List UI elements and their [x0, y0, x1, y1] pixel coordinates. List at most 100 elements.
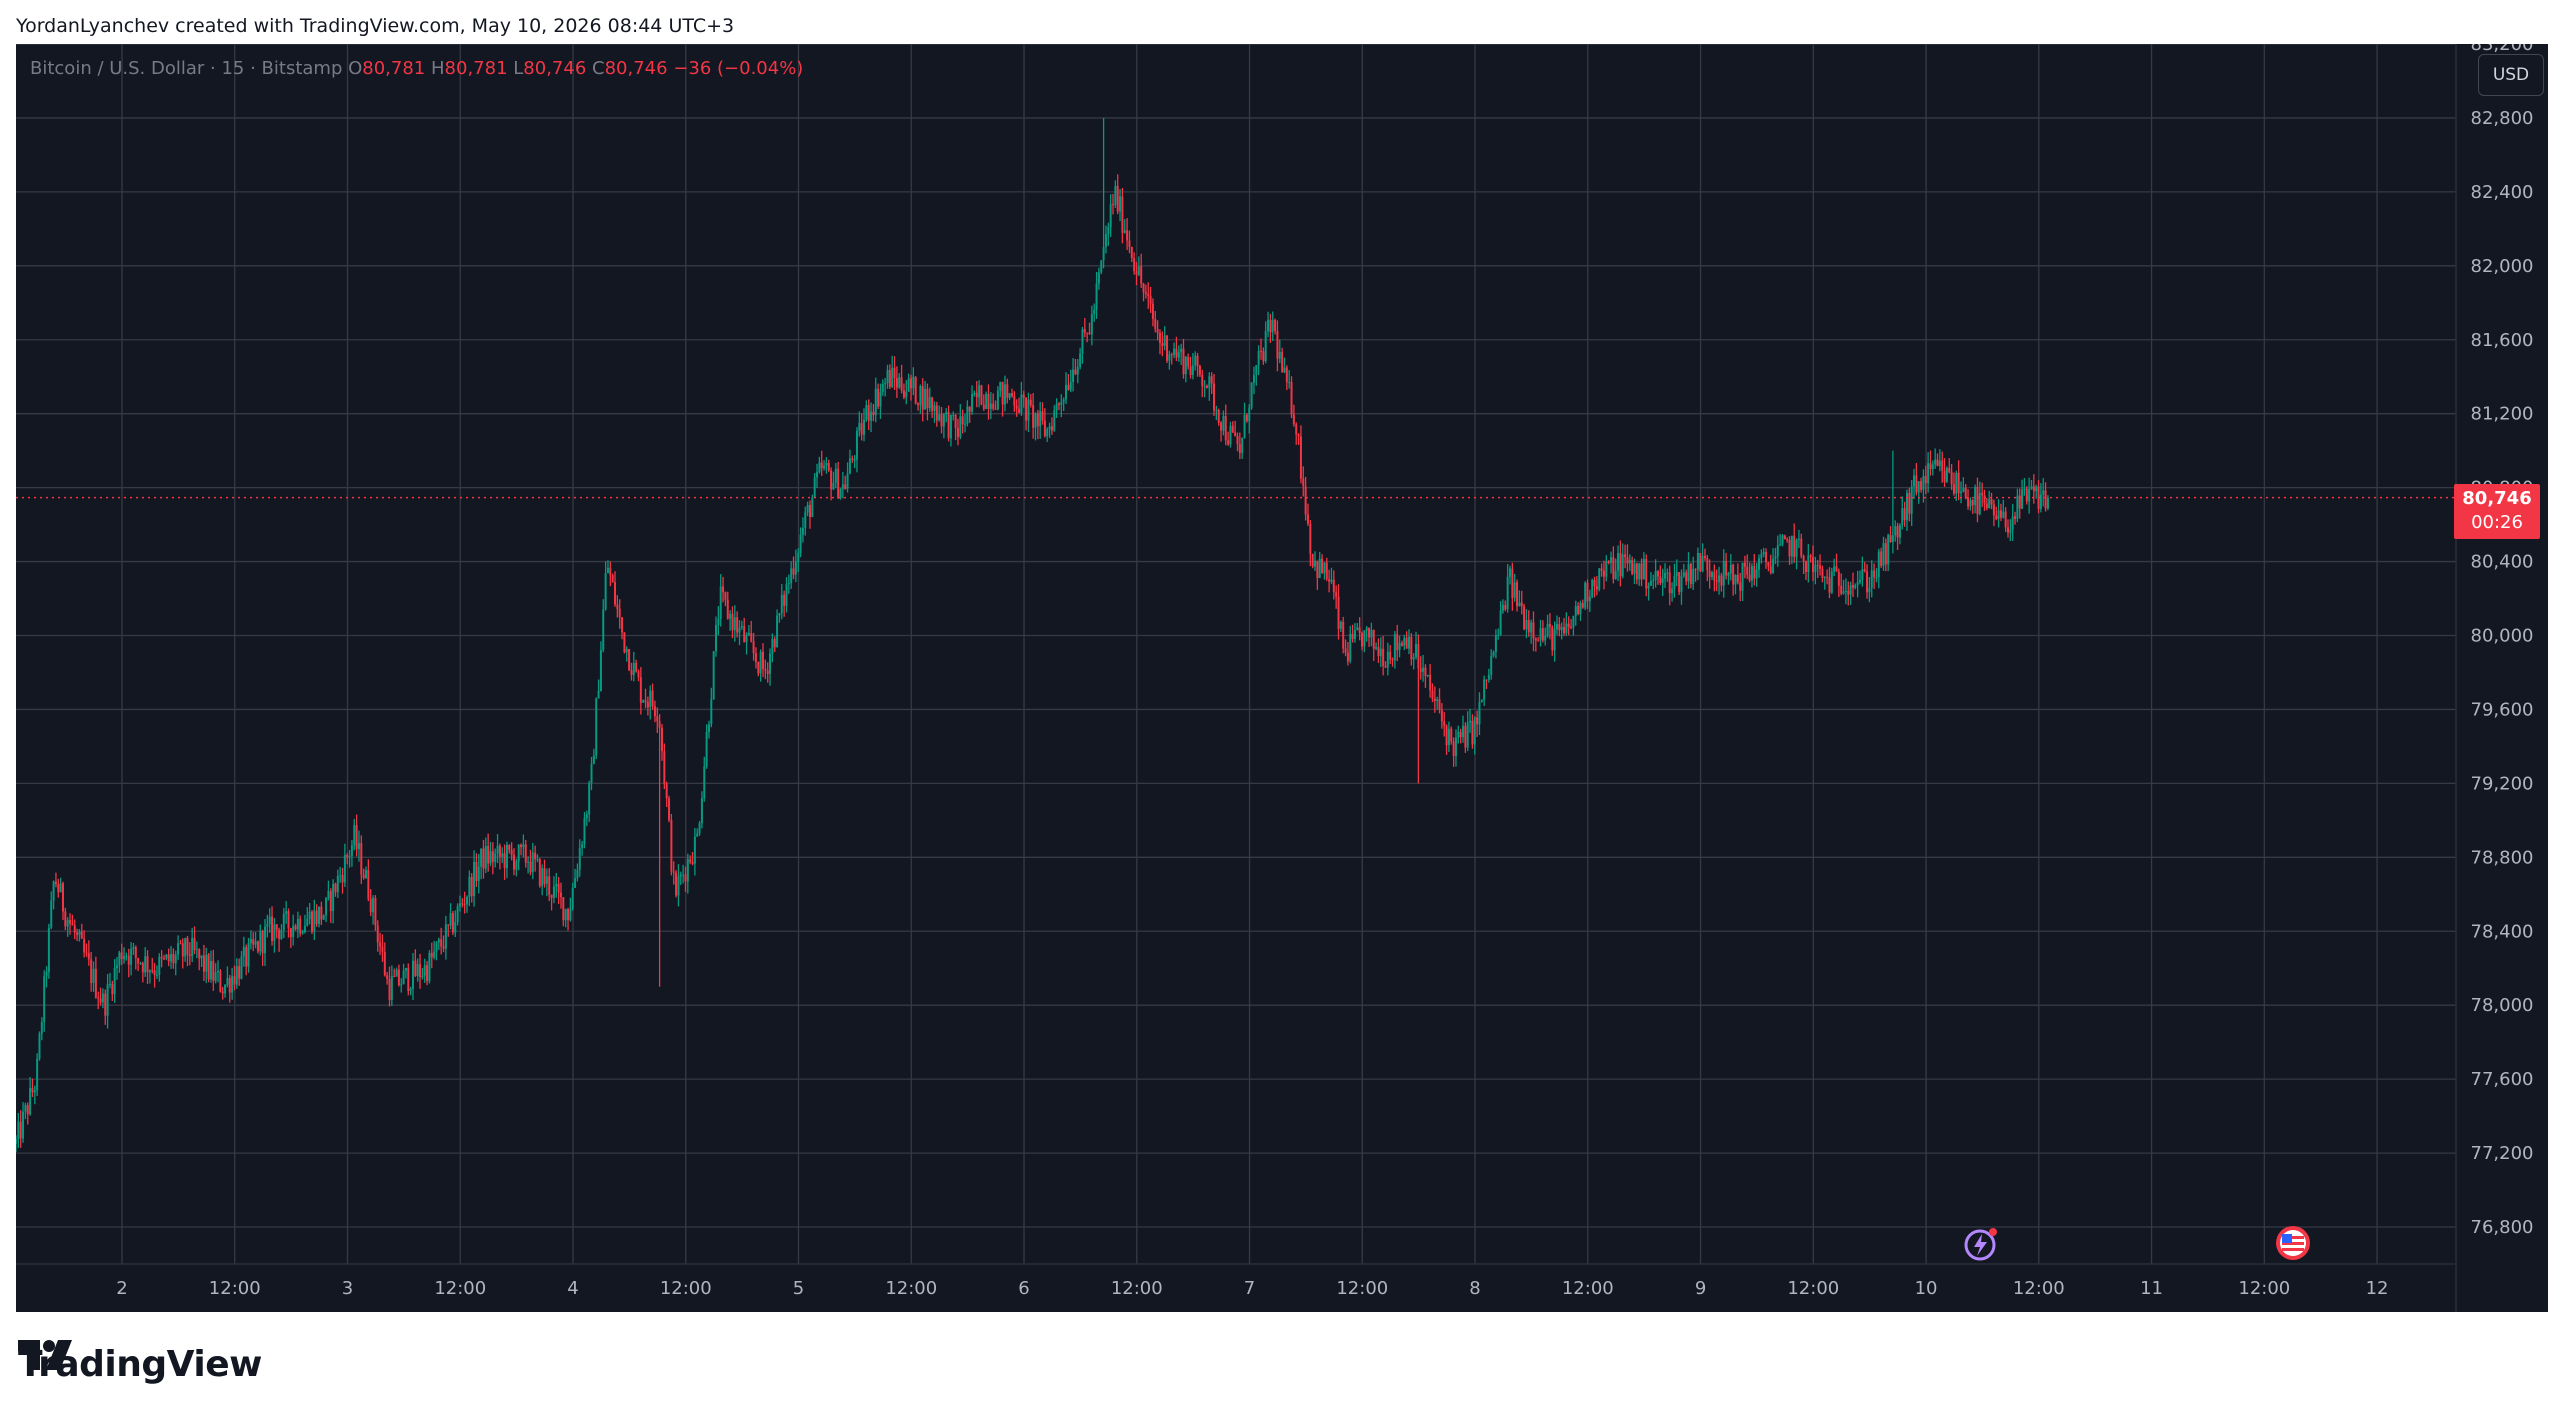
candle-body — [1619, 553, 1622, 577]
candle-body — [155, 974, 158, 976]
price-chart[interactable]: 76,800 77,200 77,600 78,000 78,400 78,800 79,2… — [16, 44, 2548, 1312]
candle-body — [1548, 623, 1551, 627]
candle-body — [435, 942, 438, 952]
candle-body — [2025, 488, 2028, 502]
candle-body — [1654, 571, 1657, 580]
candle-body — [1140, 266, 1143, 284]
candle-body — [515, 861, 518, 870]
candle-body — [1497, 634, 1500, 636]
candle-body — [2021, 489, 2024, 509]
candle-body — [113, 967, 116, 995]
candle-body — [346, 854, 349, 858]
us-flag-event-icon[interactable] — [2274, 1224, 2312, 1262]
candle-body — [776, 615, 779, 648]
candle-body — [306, 919, 309, 926]
candle-body — [1083, 329, 1086, 333]
candle-body — [1252, 375, 1255, 383]
candle-body — [1386, 651, 1389, 668]
candle-body — [1398, 643, 1401, 651]
candle-body — [97, 997, 100, 999]
candle-body — [433, 951, 436, 958]
candle-body — [151, 970, 154, 972]
tradingview-logo[interactable]: TradingView — [18, 1340, 262, 1388]
candle-body — [108, 984, 111, 986]
candle-body — [1499, 610, 1502, 635]
candle-body — [1635, 563, 1638, 580]
candle-body — [132, 947, 135, 949]
candle-body — [40, 1022, 43, 1034]
candle-body — [1760, 554, 1763, 559]
candle-body — [1689, 563, 1692, 585]
price-axis-label: 78,400 — [2471, 921, 2534, 942]
candle-body — [1997, 510, 2000, 520]
candle-body — [1849, 585, 1852, 595]
candle-body — [846, 473, 849, 489]
candle-body — [1079, 353, 1082, 367]
candle-body — [524, 844, 527, 863]
candle-body — [952, 414, 955, 416]
candle-body — [16, 1139, 17, 1144]
currency-button[interactable]: USD — [2478, 54, 2544, 96]
candle-body — [1823, 576, 1826, 578]
candle-body — [2042, 490, 2045, 495]
candle-body — [254, 941, 257, 945]
candle-body — [1173, 348, 1176, 355]
candle-body — [1104, 234, 1107, 247]
symbol-description[interactable]: Bitcoin / U.S. Dollar · 15 · Bitstamp — [30, 58, 343, 79]
candle-body — [1022, 394, 1025, 398]
candle-body — [891, 367, 894, 387]
candle-body — [806, 505, 809, 513]
candle-body — [1598, 568, 1601, 590]
candle-body — [1349, 633, 1352, 662]
candle-body — [646, 701, 649, 708]
candle-body — [1008, 393, 1011, 398]
candle-body — [989, 403, 992, 409]
candle-body — [705, 731, 708, 767]
candle-body — [1001, 382, 1004, 405]
candle-body — [73, 925, 76, 933]
last-price-value: 80,746 — [2462, 487, 2532, 509]
candle-body — [2039, 494, 2042, 509]
candle-body — [266, 924, 269, 927]
candle-body — [1281, 351, 1284, 373]
candle-body — [327, 891, 330, 899]
candle-body — [343, 854, 346, 883]
candle-body — [900, 377, 903, 391]
candle-body — [240, 956, 243, 979]
candle-body — [1708, 570, 1711, 577]
candle-body — [482, 848, 485, 869]
candle-body — [787, 582, 790, 585]
candle-body — [1978, 493, 1981, 515]
candle-body — [898, 377, 901, 388]
candle-body — [123, 956, 126, 960]
candle-body — [1250, 382, 1253, 408]
candle-body — [1917, 481, 1920, 493]
candle-body — [1039, 411, 1042, 427]
candle-body — [456, 906, 459, 922]
candle-body — [59, 883, 62, 893]
candle-body — [47, 927, 50, 972]
time-axis-label: 12:00 — [1562, 1278, 1614, 1299]
candle-body — [520, 844, 523, 848]
candle-body — [1952, 484, 1955, 494]
candle-body — [1459, 731, 1462, 738]
candle-body — [1739, 582, 1742, 591]
candle-body — [1245, 414, 1248, 422]
candle-body — [1163, 335, 1166, 346]
candle-body — [440, 939, 443, 947]
lightning-event-icon[interactable] — [1961, 1224, 2001, 1264]
candle-body — [1610, 557, 1613, 563]
candle-body — [1767, 562, 1770, 567]
candle-body — [99, 998, 102, 1003]
candle-body — [1231, 425, 1234, 433]
candle-body — [658, 721, 661, 728]
candle-body — [31, 1087, 34, 1093]
candle-body — [1990, 499, 1993, 505]
candle-body — [992, 403, 995, 409]
candle-body — [57, 884, 60, 893]
candle-body — [1248, 407, 1251, 422]
candle-body — [365, 870, 368, 879]
candle-body — [1274, 319, 1277, 332]
candle-body — [1586, 582, 1589, 602]
chart-container[interactable]: 76,800 77,200 77,600 78,000 78,400 78,800 79,2… — [16, 44, 2548, 1312]
